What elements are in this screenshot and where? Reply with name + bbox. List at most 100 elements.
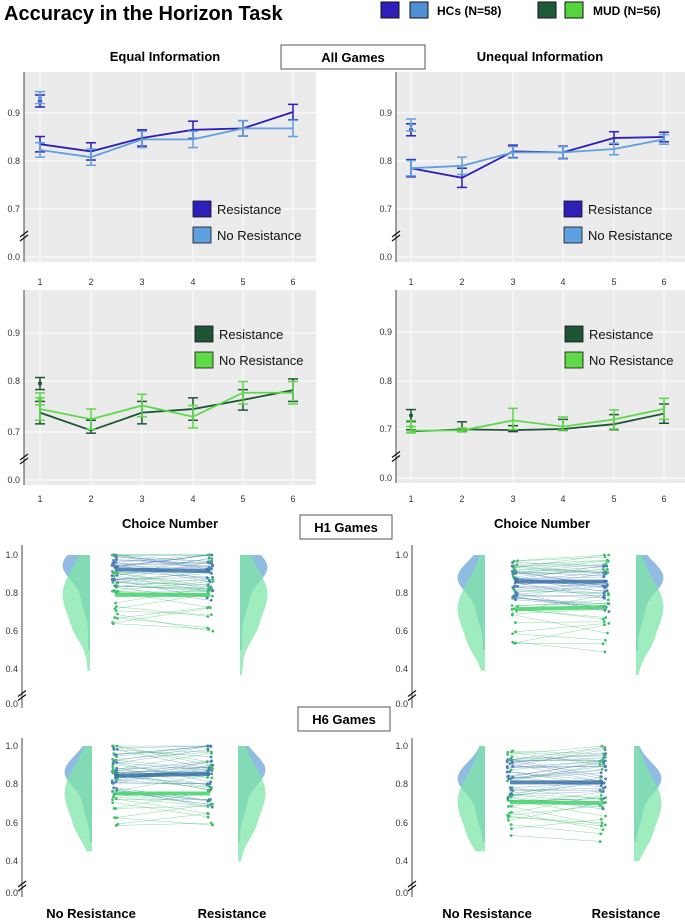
subject-line <box>514 571 607 577</box>
panel-h1-equal: 0.0 0.4 0.6 0.8 1.0 <box>5 545 268 709</box>
subject-line <box>509 759 604 762</box>
subject-point <box>511 761 514 765</box>
subject-point <box>511 749 515 753</box>
subject-point <box>599 784 603 788</box>
x-tick-label: 4 <box>190 277 195 287</box>
subject-point <box>111 578 115 581</box>
x-tick-label: 2 <box>88 277 93 287</box>
y-tick-label: 0.7 <box>379 204 392 214</box>
subject-line <box>509 791 604 795</box>
subject-point <box>110 564 114 567</box>
subject-point <box>511 575 515 579</box>
y-tick-label: 0.4 <box>395 664 408 674</box>
subject-point <box>601 807 605 811</box>
x-tick-label: 3 <box>139 494 144 504</box>
subject-line <box>114 607 211 623</box>
subject-point <box>602 781 606 785</box>
subject-point <box>113 607 117 611</box>
y-tick-label: 0.4 <box>395 856 408 866</box>
legend-label: No Resistance <box>217 228 302 243</box>
axis-break <box>391 451 401 458</box>
subject-line <box>514 582 607 599</box>
y-tick-label: 0.7 <box>7 427 20 437</box>
subject-point <box>603 650 607 654</box>
subject-point <box>115 581 119 585</box>
subject-line <box>514 556 607 562</box>
subject-line <box>114 573 211 580</box>
subject-line <box>509 752 604 766</box>
legend-label: No Resistance <box>588 228 673 243</box>
x-tick-label: 2 <box>88 494 93 504</box>
subject-point <box>506 751 510 754</box>
subject-point <box>110 781 114 785</box>
series-line-no-resistance <box>410 138 665 170</box>
subject-line <box>114 749 211 769</box>
subject-point <box>210 557 214 560</box>
subject-line <box>514 590 607 594</box>
subject-point <box>209 745 213 748</box>
panel-mud-unequal: 0.0 0.7 0.8 0.9 1 2 3 4 5 6 Resistance No Resistanc… <box>379 290 685 504</box>
subject-line <box>114 770 211 773</box>
subject-point <box>114 560 118 564</box>
subject-point <box>110 574 114 577</box>
subject-point <box>210 613 213 617</box>
legend-swatch <box>563 226 583 244</box>
subject-point <box>604 752 608 756</box>
subject-line <box>114 554 211 567</box>
subject-point <box>206 553 210 557</box>
subject-point <box>602 752 605 756</box>
legend-swatch <box>564 325 584 343</box>
subject-line <box>114 617 211 629</box>
subject-line <box>514 621 607 623</box>
subject-point <box>211 823 214 827</box>
violin-mud-no-resistance <box>64 746 92 852</box>
subject-line <box>514 603 607 606</box>
subject-point <box>207 586 211 589</box>
subject-point <box>599 817 603 821</box>
subject-point <box>211 594 214 598</box>
subject-point <box>602 565 605 569</box>
axis-break <box>391 234 401 242</box>
subject-line <box>514 624 607 644</box>
figure-title: Accuracy in the Horizon Task <box>4 3 283 25</box>
x-tick-label: 1 <box>37 277 42 287</box>
subject-line <box>509 753 604 764</box>
y-tick-label: 0.8 <box>7 376 20 386</box>
subject-point <box>509 834 513 837</box>
mean-line-mud <box>509 799 604 806</box>
subject-point <box>207 798 211 802</box>
subject-line <box>509 754 604 760</box>
subject-point <box>509 768 513 772</box>
subject-line <box>509 802 604 821</box>
subject-point <box>511 789 515 792</box>
x-tick-label: 2 <box>459 494 464 504</box>
subject-point <box>603 590 607 594</box>
subject-point <box>515 594 518 598</box>
subject-line <box>509 824 604 835</box>
subject-point <box>507 758 511 762</box>
subject-point <box>511 572 515 576</box>
subject-point <box>111 798 114 802</box>
x-axis-label-right: Choice Number <box>494 516 590 531</box>
subject-line <box>509 766 604 779</box>
section-box-all-games <box>280 44 426 70</box>
y-tick-label: 0.8 <box>395 779 408 789</box>
subject-point <box>210 567 213 571</box>
subject-line <box>114 745 211 763</box>
subject-point <box>208 785 212 789</box>
y-tick-label: 0.0 <box>395 699 408 709</box>
top-legend: HCs (N=58) MUD (N=56) <box>380 1 661 19</box>
subject-point <box>207 766 211 770</box>
subject-point <box>606 591 610 595</box>
subject-line <box>509 806 604 826</box>
bottom-label-no-resistance-left: No Resistance <box>46 906 136 921</box>
subject-point <box>511 775 515 779</box>
subject-line <box>509 805 604 816</box>
subject-line <box>114 559 211 564</box>
x-tick-label: 6 <box>290 494 295 504</box>
subject-point <box>211 577 214 581</box>
subject-point <box>604 765 608 768</box>
subject-line <box>514 569 607 574</box>
subject-point <box>206 815 210 819</box>
subject-line <box>114 565 211 570</box>
